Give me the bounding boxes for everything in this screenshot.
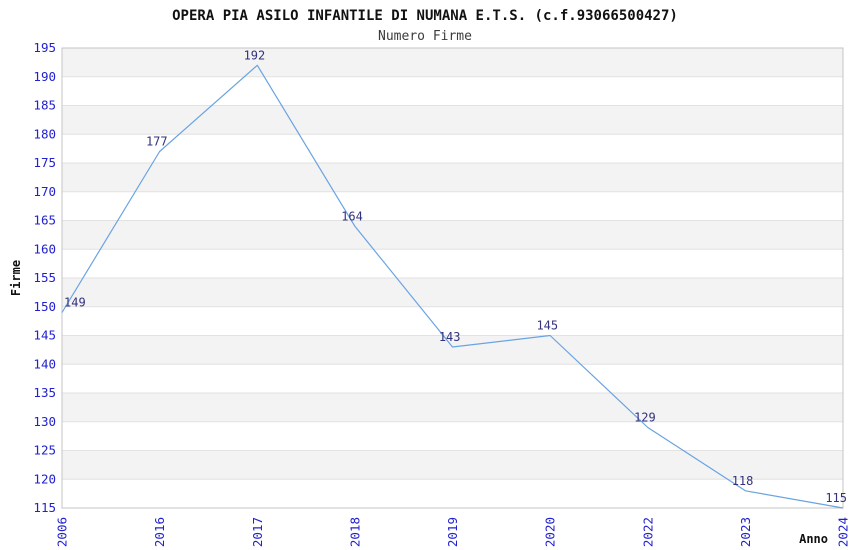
y-tick-label: 125 [33,443,56,458]
y-tick-label: 120 [33,471,56,486]
plot-band [62,335,843,365]
y-tick-label: 155 [33,270,56,285]
plot-band [62,105,843,135]
y-axis-title: Firme [9,260,23,296]
data-point-label: 164 [341,209,363,223]
data-point-label: 177 [146,135,168,149]
y-tick-label: 170 [33,184,56,199]
chart-subtitle: Numero Firme [378,29,472,44]
data-point-label: 143 [439,330,461,344]
y-tick-label: 115 [33,500,56,515]
x-tick-label: 2018 [347,517,362,547]
y-tick-label: 145 [33,328,56,343]
firme-line-series [61,64,844,509]
x-tick-label: 2019 [445,517,460,547]
y-tick-label: 135 [33,385,56,400]
data-point-labels: 149 177 192 164 143 145 129 118 115 [64,48,847,505]
y-tick-label: 165 [33,213,56,228]
x-tick-label: 2023 [738,517,753,547]
plot-band [62,393,843,422]
y-tick-label: 190 [33,69,56,84]
plot-bands-layer [62,48,843,480]
y-tick-label: 130 [33,414,56,429]
y-tick-label: 160 [33,241,56,256]
chart-title: OPERA PIA ASILO INFANTILE DI NUMANA E.T.… [172,8,678,24]
plot-band [62,48,843,77]
x-axis-tick-labels: 2006 2016 2017 2018 2019 2020 2022 2023 2024 [55,517,850,547]
y-tick-label: 185 [33,98,56,113]
y-tick-label: 195 [33,40,56,55]
gridlines-layer [62,76,843,480]
y-tick-label: 140 [33,356,56,371]
plot-band [62,450,843,480]
x-axis-title: Anno [799,532,828,546]
y-axis-tick-labels: 115 120 125 130 135 140 145 150 155 160 165 170 175 1… [33,40,56,515]
x-tick-label: 2022 [640,517,655,547]
x-tick-label: 2017 [250,517,265,547]
x-tick-label: 2006 [55,517,70,547]
data-point-label: 192 [244,48,266,62]
data-point-label: 129 [634,411,656,425]
x-tick-label: 2024 [836,517,850,547]
series-layer [61,64,844,509]
y-tick-label: 175 [33,155,56,170]
y-tick-label: 150 [33,299,56,314]
data-point-label: 115 [825,491,847,505]
plot-band [62,163,843,192]
x-tick-label: 2020 [543,517,558,547]
plot-band [62,220,843,250]
plot-band [62,278,843,307]
data-point-label: 149 [64,296,86,310]
data-point-label: 118 [732,474,754,488]
data-point-label: 145 [536,319,558,333]
plot-border [61,47,844,509]
y-tick-label: 180 [33,126,56,141]
x-tick-label: 2016 [152,517,167,547]
